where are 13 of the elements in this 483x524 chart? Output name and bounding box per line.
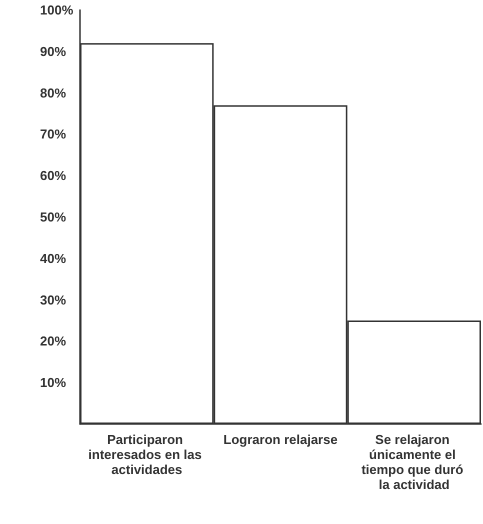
y-tick-label: 80% — [40, 85, 66, 100]
x-tick-label: Lograron relajarse — [223, 432, 338, 447]
y-tick-label: 60% — [40, 168, 66, 184]
y-tick-label: 30% — [40, 292, 66, 308]
y-tick-label: 70% — [40, 126, 66, 142]
y-tick-label: 40% — [40, 250, 66, 266]
x-tick-label: Participaron interesados en las actividades — [88, 432, 206, 477]
y-tick-label: 20% — [40, 334, 66, 349]
y-tick-label: 50% — [40, 210, 66, 224]
y-tick-label: 10% — [40, 375, 66, 390]
x-tick-label: Se relajaron únicamente el tiempo que duró la actividad — [361, 432, 467, 492]
y-tick-label: 100% — [40, 2, 74, 18]
y-tick-label: 90% — [40, 44, 66, 59]
